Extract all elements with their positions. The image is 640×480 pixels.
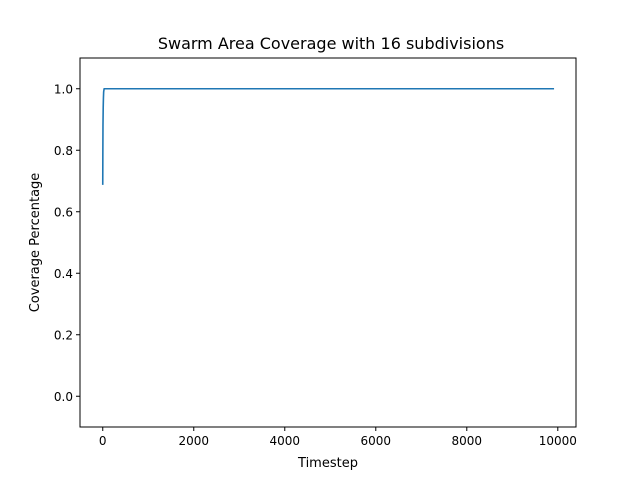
y-tick-label: 0.8: [54, 144, 73, 158]
y-tick-label: 0.0: [54, 390, 73, 404]
x-tick-label: 8000: [452, 434, 483, 448]
x-tick-label: 6000: [361, 434, 392, 448]
x-tick-label: 4000: [269, 434, 300, 448]
y-tick-label: 1.0: [54, 82, 73, 96]
y-tick-label: 0.6: [54, 205, 73, 219]
plot-frame: [79, 57, 577, 428]
x-tick-label: 2000: [178, 434, 209, 448]
x-tick-label: 0: [99, 434, 107, 448]
y-tick-label: 0.2: [54, 328, 73, 342]
y-tick-label: 0.4: [54, 267, 73, 281]
x-tick-label: 10000: [539, 434, 577, 448]
x-axis-label: Timestep: [297, 456, 358, 471]
coverage-series-line: [101, 87, 555, 185]
chart-title: Swarm Area Coverage with 16 subdivisions: [158, 34, 504, 53]
y-axis-label: Coverage Percentage: [28, 173, 43, 313]
